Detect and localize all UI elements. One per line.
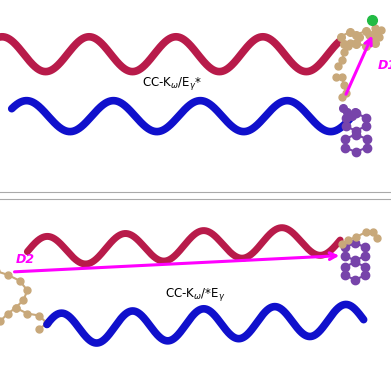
Text: CC-K$_\omega$/E$_\gamma$*: CC-K$_\omega$/E$_\gamma$*: [142, 75, 202, 92]
Text: CC-K$_\omega$/*E$_\gamma$: CC-K$_\omega$/*E$_\gamma$: [165, 286, 226, 303]
Text: D1: D1: [377, 59, 391, 72]
Text: D2: D2: [16, 253, 35, 266]
